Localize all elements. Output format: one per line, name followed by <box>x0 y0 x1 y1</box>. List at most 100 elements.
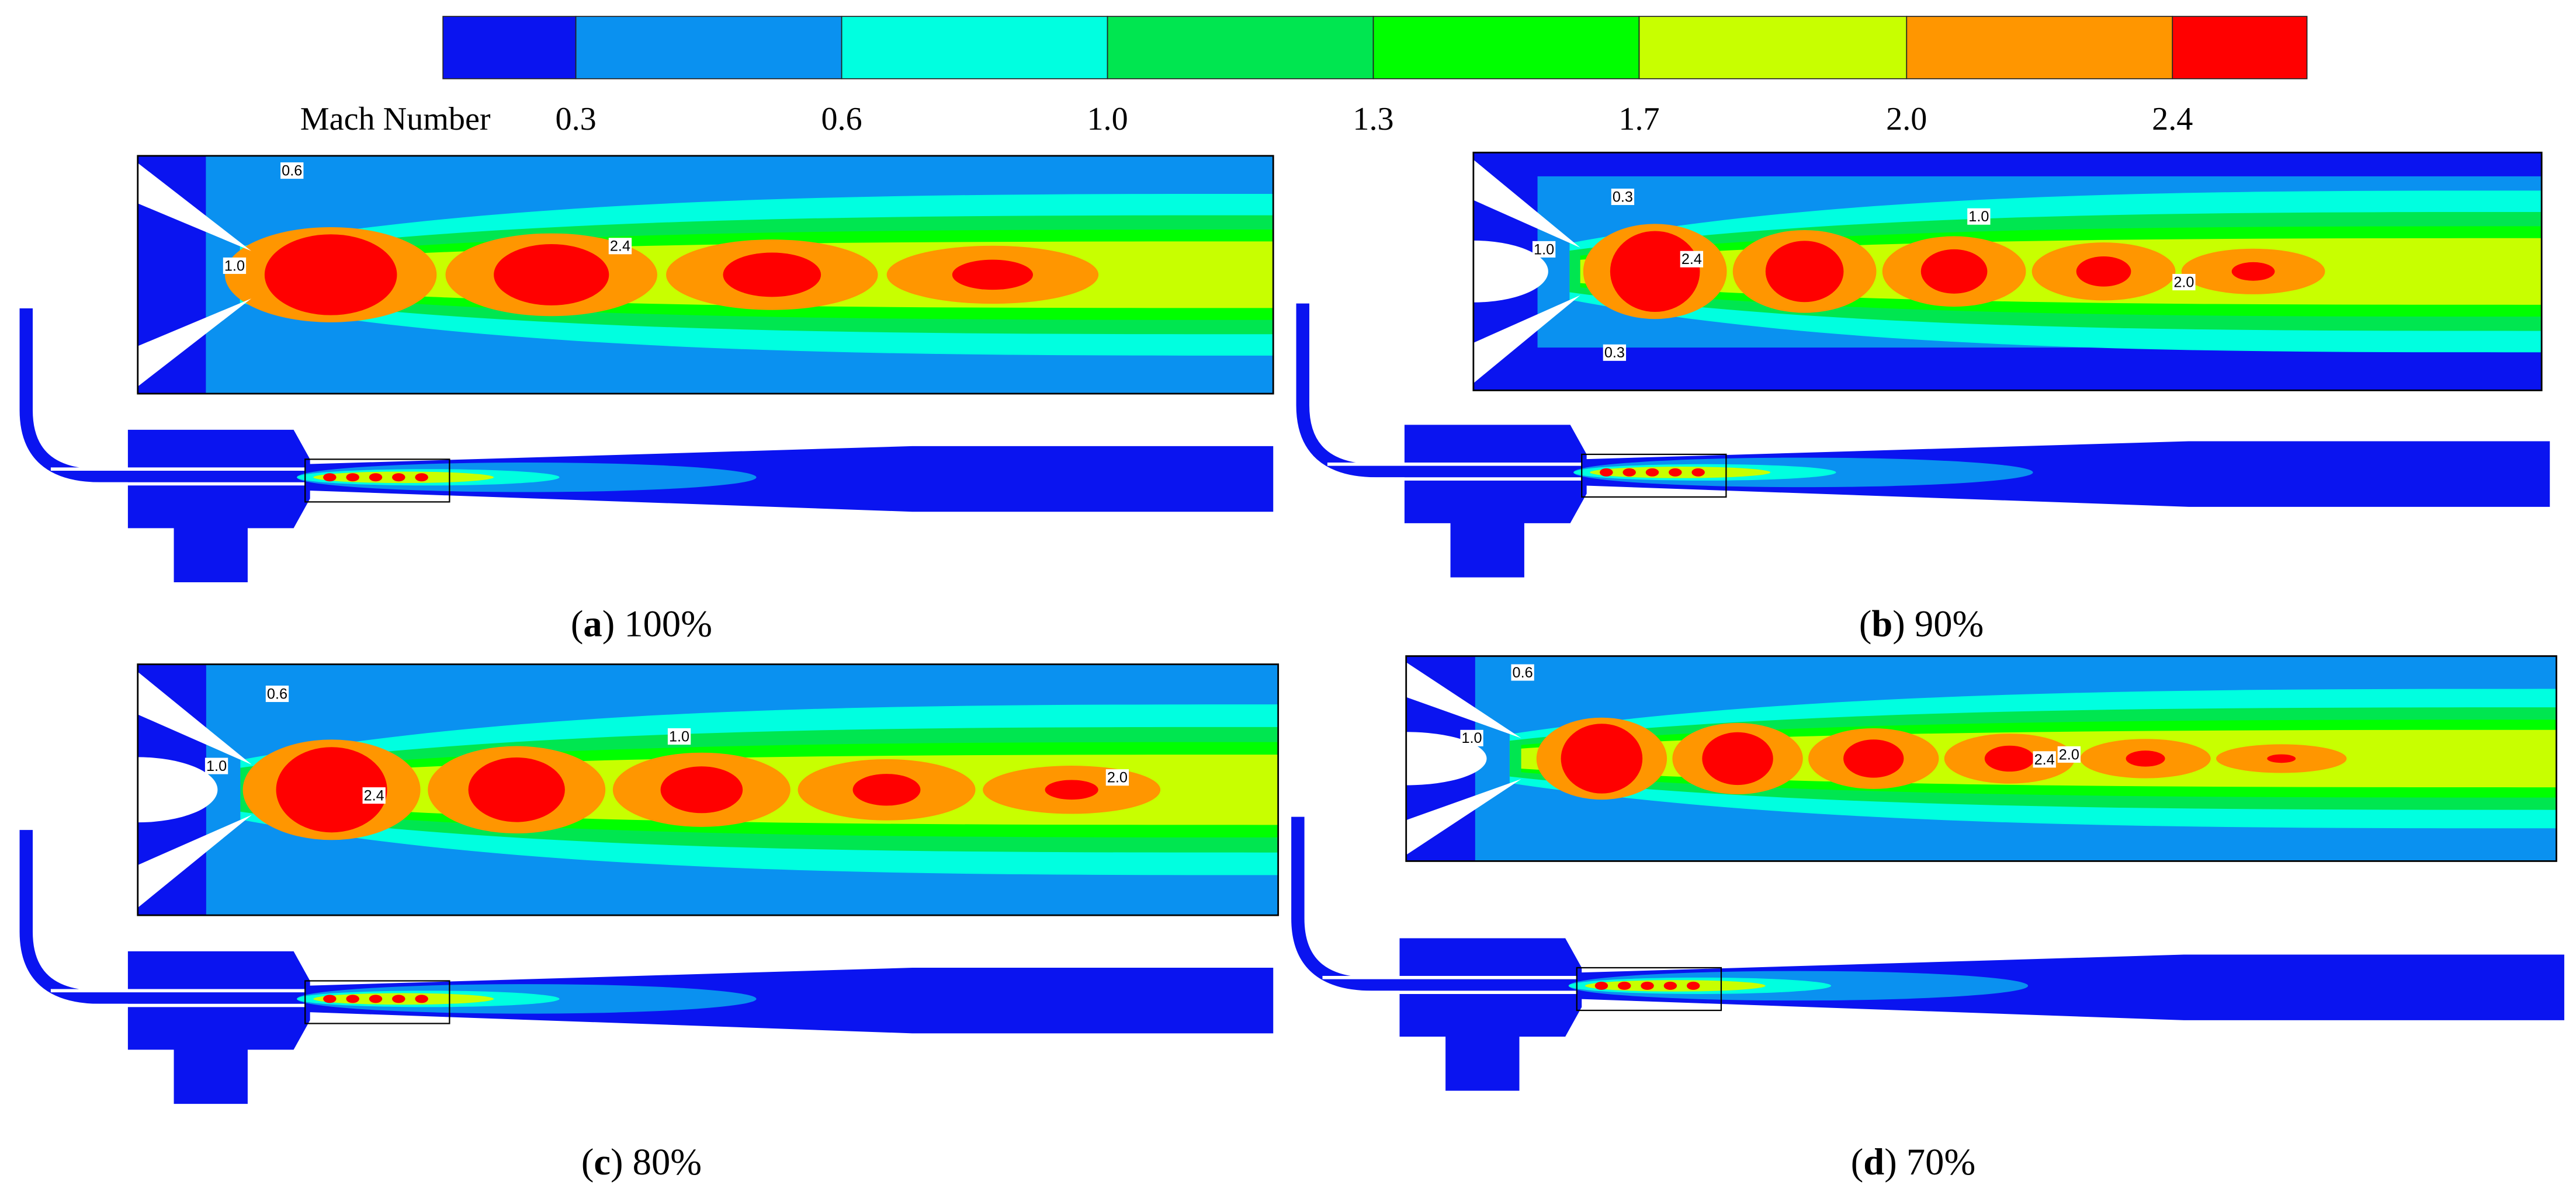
zoom-frame <box>1581 453 1727 498</box>
contour-label-box <box>1603 344 1627 361</box>
jet-core <box>1702 732 1773 786</box>
inlet-channel <box>1327 462 1582 481</box>
colorbar-segment <box>1906 16 2173 79</box>
jet-dot <box>323 473 337 482</box>
contour-label: 1.0 <box>1534 241 1554 258</box>
jet-core <box>1843 739 1904 778</box>
contour-label: 1.0 <box>1968 208 1989 225</box>
contour-label: 0.3 <box>1604 345 1625 361</box>
caption-letter: d <box>1863 1141 1884 1183</box>
contour-label-box <box>204 757 228 774</box>
nozzle-wall <box>1406 662 1521 738</box>
contour-label-box <box>362 787 386 804</box>
zoom-frame <box>304 458 450 503</box>
jet-dot <box>1663 981 1677 990</box>
contour-label: 2.4 <box>364 788 384 804</box>
diffuser <box>305 446 1274 512</box>
jet-core <box>1984 745 2034 772</box>
contour-label-box <box>280 162 304 179</box>
inlet-channel <box>50 467 306 486</box>
contour-label-box <box>265 685 289 703</box>
colorbar-tick-label: 0.3 <box>556 101 597 137</box>
jet-dot <box>369 473 383 482</box>
inlet-pipe <box>1291 816 1585 991</box>
jet-dot <box>1618 981 1631 990</box>
full-geometry <box>19 830 1274 1104</box>
nozzle-wall <box>1473 295 1580 384</box>
nozzle-wall <box>1406 779 1521 855</box>
low-speed-region <box>1473 347 2542 391</box>
contour-label-box <box>1967 208 1991 225</box>
caption-prefix: ( <box>1859 603 1872 645</box>
jet-dot <box>1622 468 1636 477</box>
colorbar-tick-label: 1.7 <box>1618 101 1659 137</box>
caption-suffix: ) 80% <box>611 1141 702 1183</box>
contour-label: 1.0 <box>206 758 227 774</box>
caption-prefix: ( <box>581 1141 594 1183</box>
contour-label-box <box>1511 664 1534 681</box>
caption: (b) 90% <box>1859 603 1984 645</box>
contour-label-box <box>2172 274 2196 291</box>
contour-label: 1.0 <box>224 258 245 274</box>
contour-label-box <box>1460 729 1483 746</box>
caption: (c) 80% <box>581 1141 702 1183</box>
low-speed-region <box>1473 152 2542 176</box>
full-geometry <box>1296 303 2550 578</box>
panel-border <box>1405 655 2557 862</box>
jet-dot <box>346 995 359 1003</box>
caption-suffix: ) 70% <box>1884 1141 1975 1183</box>
jet-core <box>723 252 821 297</box>
colorbar-tick-label: 0.6 <box>821 101 862 137</box>
jet-core <box>1920 249 1988 294</box>
caption-letter: a <box>583 603 602 645</box>
jet-core <box>2267 754 2296 763</box>
diffuser <box>305 968 1274 1034</box>
nozzle-wall <box>137 815 252 908</box>
diffuser <box>1582 441 2550 507</box>
inlet-channel <box>1322 976 1577 994</box>
jet-dot <box>415 473 428 482</box>
full-geometry <box>19 308 1274 583</box>
caption-prefix: ( <box>1851 1141 1864 1183</box>
inlet-pipe <box>1296 303 1590 478</box>
contour-label: 2.4 <box>610 238 630 255</box>
jet-core <box>468 757 565 822</box>
colorbar-segment <box>575 16 843 79</box>
caption: (a) 100% <box>571 603 712 645</box>
jet-dot <box>1645 468 1659 477</box>
body <box>127 951 310 1104</box>
full-geometry <box>1291 816 2564 1091</box>
colorbar-segment <box>1638 16 1908 79</box>
contour-label-box <box>2033 751 2056 768</box>
contour-label-box <box>667 728 691 745</box>
inlet-channel <box>50 989 306 1007</box>
contour-label: 0.6 <box>282 163 302 179</box>
inlet-pipe <box>19 830 314 1004</box>
body <box>1404 425 1587 578</box>
zoom-frame <box>1576 967 1722 1012</box>
caption-prefix: ( <box>571 603 584 645</box>
body <box>127 429 310 583</box>
inlet-pipe <box>19 308 314 482</box>
jet-core <box>494 244 609 305</box>
jet-dot <box>415 995 428 1003</box>
contour-label-box <box>223 257 247 274</box>
jet-core <box>1610 231 1700 312</box>
jet-core <box>952 259 1034 290</box>
contour-label: 0.6 <box>267 686 287 702</box>
diffuser <box>1576 954 2564 1020</box>
colorbar-tick-label: 2.4 <box>2152 101 2193 137</box>
colorbar-segment <box>2172 16 2308 79</box>
zoom-panel <box>1398 151 2543 391</box>
jet-core <box>1765 241 1844 303</box>
jet-core <box>852 774 921 806</box>
contour-label-box <box>1105 769 1129 786</box>
jet-dot <box>346 473 359 482</box>
zoom-panel <box>58 663 1280 916</box>
jet-dot <box>369 995 383 1003</box>
jet-core <box>2076 256 2131 287</box>
colorbar-segment <box>1107 16 1374 79</box>
caption-letter: c <box>594 1141 611 1183</box>
contour-label: 2.4 <box>1681 251 1702 267</box>
